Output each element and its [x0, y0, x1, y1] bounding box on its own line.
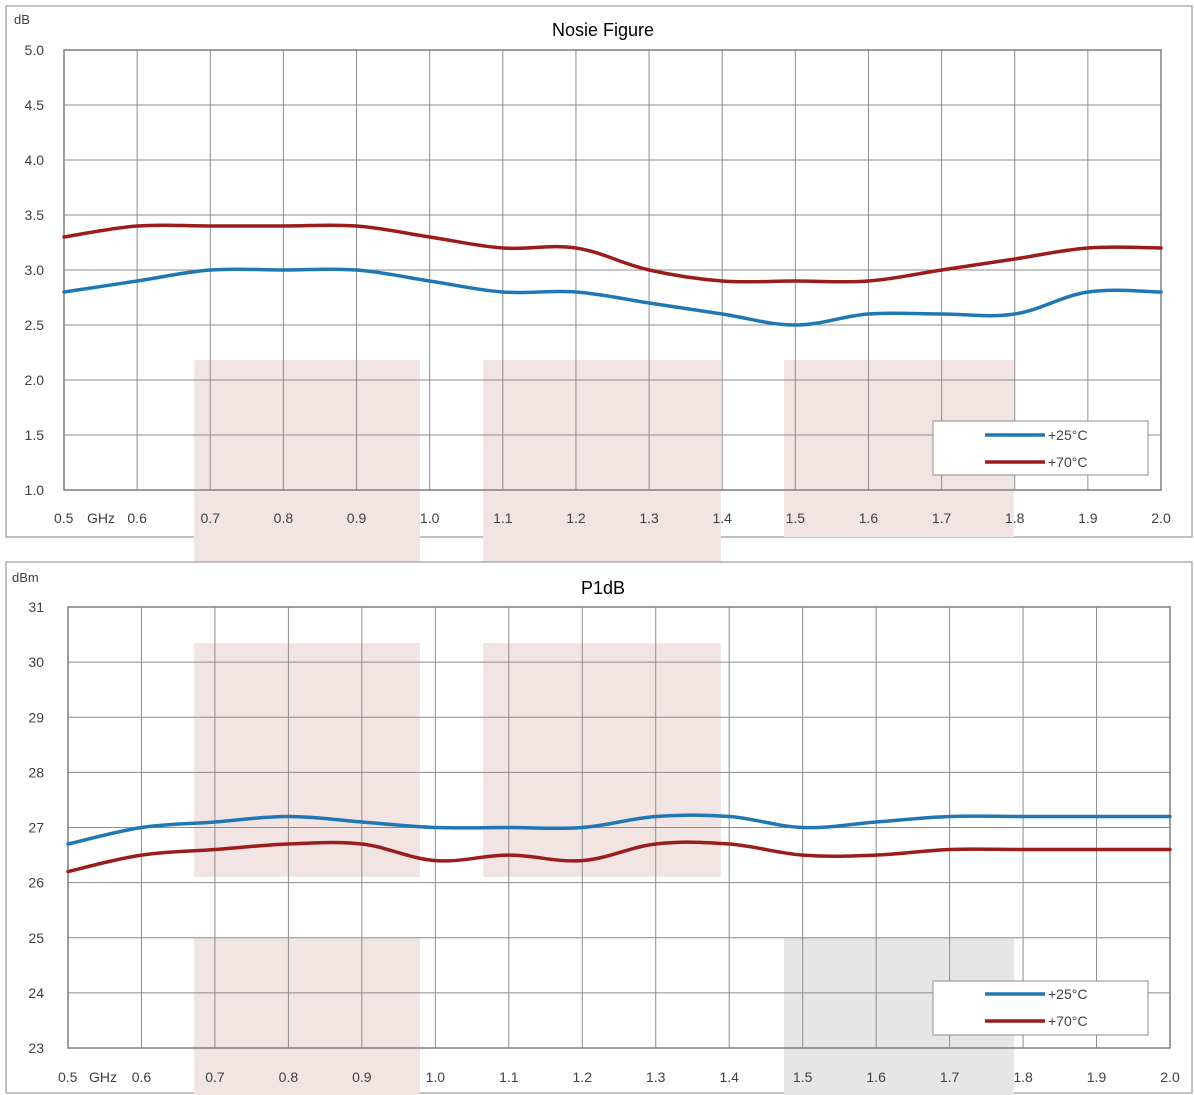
x-tick-label: 1.5	[786, 510, 806, 526]
x-tick-label: 1.5	[793, 1069, 813, 1085]
watermark-block	[483, 643, 721, 877]
chart-title: P1dB	[581, 578, 625, 598]
y-tick-label: 3.0	[25, 262, 45, 278]
noise-figure-chart: 1.0 1.5 2.0 2.5 3.0 3.5 4.0 4.5 5.0 0.5 0.6 0.7 0.8…	[5, 5, 1193, 582]
y-tick-label: 27	[28, 820, 44, 836]
x-tick-label: 0.8	[279, 1069, 299, 1085]
series-lines	[62, 223, 1163, 327]
x-tick-label: 1.3	[639, 510, 659, 526]
y-tick-label: 28	[28, 764, 44, 780]
legend-label-70c: +70°C	[1048, 1013, 1087, 1029]
series-line-25c	[66, 813, 1172, 846]
x-tick-label: 0.8	[274, 510, 294, 526]
y-tick-label: 24	[28, 985, 44, 1001]
y-tick-label: 4.5	[25, 97, 45, 113]
chart-title: Nosie Figure	[552, 20, 654, 40]
legend: +25°C +70°C	[932, 420, 1149, 476]
legend-label-70c: +70°C	[1048, 454, 1087, 470]
x-tick-label: 0.6	[127, 510, 147, 526]
x-tick-label: 0.9	[347, 510, 367, 526]
watermark	[194, 360, 1014, 582]
x-tick-label: 1.0	[426, 1069, 446, 1085]
x-tick-label: 0.5	[58, 1069, 78, 1085]
x-tick-label: 1.6	[859, 510, 879, 526]
legend-box	[932, 420, 1149, 476]
y-unit-label: dB	[14, 12, 30, 27]
watermark-block	[483, 360, 721, 582]
x-tick-label: 1.8	[1005, 510, 1025, 526]
y-tick-label: 29	[28, 709, 44, 725]
y-tick-label: 30	[28, 654, 44, 670]
y-unit-label: dBm	[12, 570, 39, 585]
x-tick-label: 1.2	[573, 1069, 593, 1085]
x-tick-label: 1.6	[866, 1069, 886, 1085]
x-tick-label: 1.7	[932, 510, 952, 526]
watermark-block	[194, 938, 420, 1095]
legend: +25°C +70°C	[932, 980, 1149, 1036]
y-tick-label: 25	[28, 930, 44, 946]
x-tick-label: 1.8	[1013, 1069, 1033, 1085]
x-tick-label: 0.7	[205, 1069, 225, 1085]
x-tick-label: 1.2	[566, 510, 586, 526]
x-tick-label: 1.7	[940, 1069, 960, 1085]
y-tick-label: 5.0	[25, 42, 45, 58]
series-line-25c	[62, 267, 1163, 327]
x-tick-label: 2.0	[1160, 1069, 1180, 1085]
y-tick-label: 3.5	[25, 207, 45, 223]
y-axis-ticks: 23 24 25 26 27 28 29 30 31	[28, 599, 44, 1056]
p1db-chart: 23 24 25 26 27 28 29 30 31 0.5 0.6 0.7 0.8 0.9 1.0 1.1…	[5, 561, 1193, 1095]
y-tick-label: 1.0	[25, 482, 45, 498]
legend-label-25c: +25°C	[1048, 986, 1087, 1002]
x-tick-label: 1.4	[719, 1069, 739, 1085]
x-unit-label: GHz	[89, 1069, 117, 1085]
x-tick-label: 1.0	[420, 510, 440, 526]
series-line-70c	[66, 840, 1172, 874]
x-unit-label: GHz	[87, 510, 115, 526]
x-axis-ticks: 0.5 0.6 0.7 0.8 0.9 1.0 1.1 1.2 1.3 1.4 1.5 1.6 1.7 1…	[58, 1069, 1180, 1085]
y-tick-label: 2.0	[25, 372, 45, 388]
x-tick-label: 1.9	[1087, 1069, 1107, 1085]
watermark	[194, 643, 1014, 1095]
x-tick-label: 0.9	[352, 1069, 372, 1085]
y-tick-label: 2.5	[25, 317, 45, 333]
legend-label-25c: +25°C	[1048, 427, 1087, 443]
y-axis-ticks: 1.0 1.5 2.0 2.5 3.0 3.5 4.0 4.5 5.0	[25, 42, 45, 498]
watermark-block	[194, 643, 420, 877]
y-tick-label: 26	[28, 875, 44, 891]
x-tick-label: 1.9	[1078, 510, 1098, 526]
series-lines	[66, 813, 1172, 874]
gridlines	[68, 607, 1170, 1048]
y-tick-label: 31	[28, 599, 44, 615]
y-tick-label: 4.0	[25, 152, 45, 168]
plot-area	[67, 606, 1171, 1049]
series-line-70c	[62, 223, 1163, 284]
x-tick-label: 2.0	[1151, 510, 1171, 526]
x-tick-label: 1.1	[499, 1069, 519, 1085]
x-tick-label: 0.6	[132, 1069, 152, 1085]
x-tick-label: 1.4	[712, 510, 732, 526]
x-tick-label: 1.1	[493, 510, 513, 526]
plot-area	[63, 49, 1162, 491]
x-axis-ticks: 0.5 0.6 0.7 0.8 0.9 1.0 1.1 1.2 1.3 1.4 1.5 1.6 1.7 1…	[54, 510, 1171, 526]
x-tick-label: 0.7	[201, 510, 221, 526]
watermark-block	[194, 360, 420, 582]
x-tick-label: 0.5	[54, 510, 74, 526]
legend-box	[932, 980, 1149, 1036]
x-tick-label: 1.3	[646, 1069, 666, 1085]
y-tick-label: 1.5	[25, 427, 45, 443]
y-tick-label: 23	[28, 1040, 44, 1056]
